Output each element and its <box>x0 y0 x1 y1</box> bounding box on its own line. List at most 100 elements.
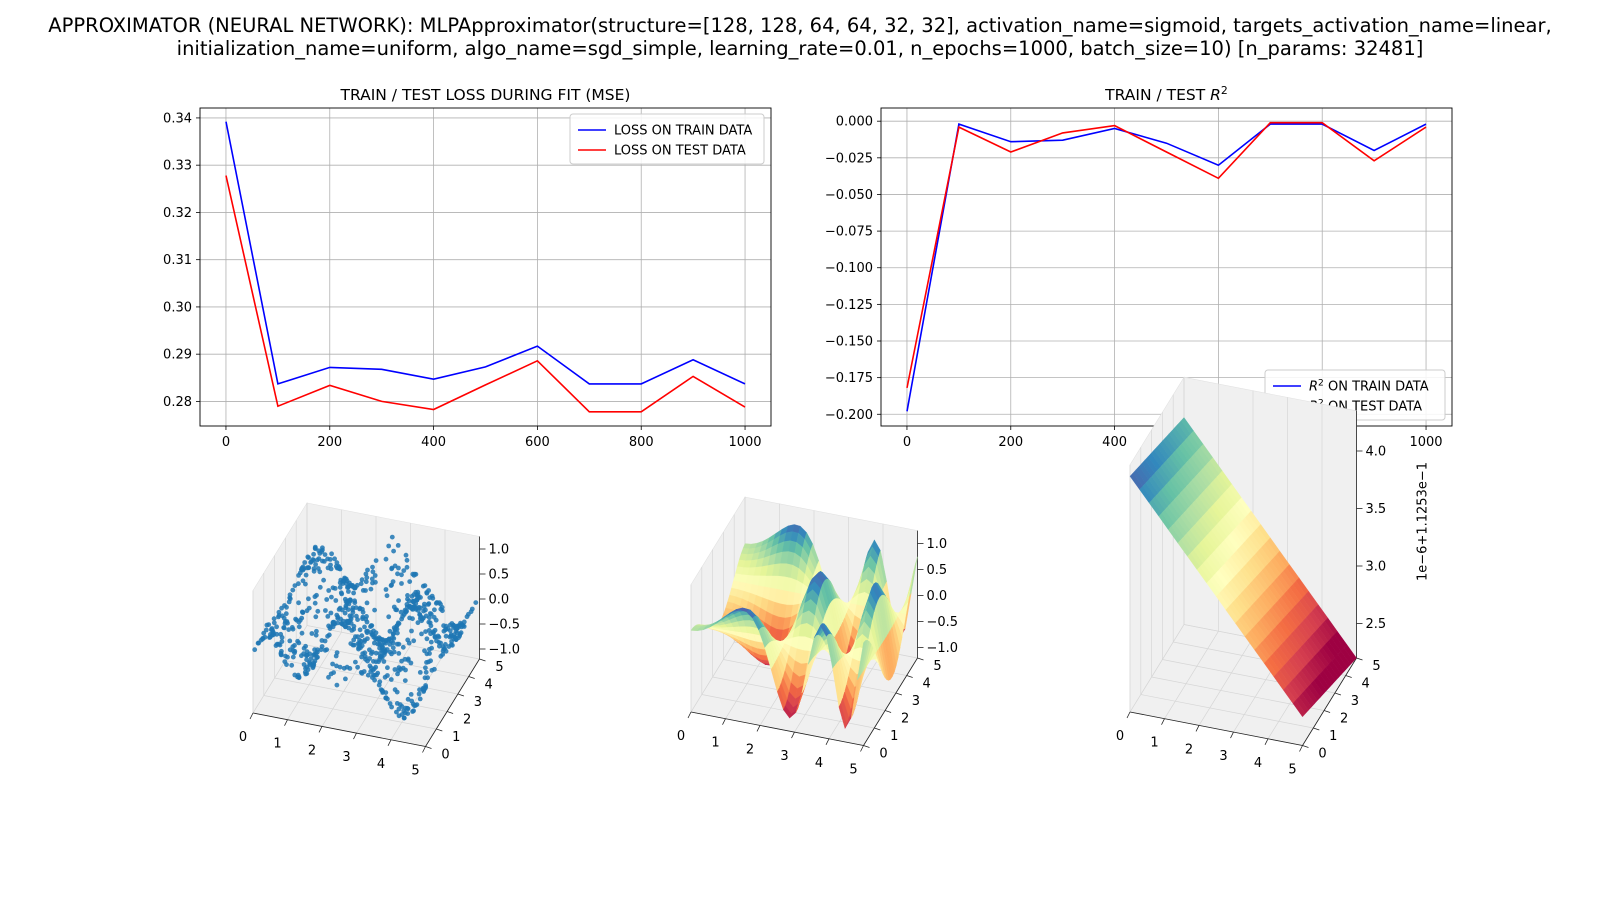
y-tick-label: 3 <box>912 694 920 709</box>
scatter-point <box>409 628 414 634</box>
scatter-point <box>404 602 410 607</box>
x-tick-label: 3 <box>780 749 788 764</box>
scatter-point <box>354 613 359 619</box>
scatter-point <box>426 619 432 625</box>
scatter-point <box>436 634 442 640</box>
scatter-point <box>420 685 426 691</box>
y-tick-label: 0 <box>879 747 887 762</box>
y-tick-label: 3 <box>1351 694 1359 709</box>
scatter-point <box>329 594 334 600</box>
scatter-point <box>274 624 279 630</box>
scatter-point <box>394 607 400 613</box>
scatter-point <box>417 687 422 693</box>
scatter-point <box>324 597 330 602</box>
scatter-point <box>389 651 394 657</box>
x-tick-label: 200 <box>317 435 342 450</box>
scatter-point <box>334 682 340 688</box>
x-tick-label: 5 <box>1288 763 1296 778</box>
axis-edge <box>425 658 480 747</box>
scatter-point <box>261 630 267 636</box>
scatter-point <box>347 666 353 671</box>
scatter-point <box>342 610 348 616</box>
scatter-point <box>473 600 479 605</box>
scatter-point <box>433 600 439 606</box>
y-tick-label: 4 <box>1362 677 1370 692</box>
scatter-point <box>312 544 318 550</box>
scatter-point <box>322 552 328 557</box>
y-tick-label: −0.150 <box>825 335 873 350</box>
scatter-point <box>385 696 390 702</box>
scatter-point <box>392 667 398 672</box>
scatter-point <box>395 671 400 677</box>
scatter-point <box>296 600 301 606</box>
scatter-point <box>376 635 382 641</box>
grid-line <box>1140 694 1314 729</box>
x-tick-label: 0 <box>239 730 247 745</box>
y-tick-label: 4 <box>923 677 931 692</box>
scatter-point <box>399 572 404 578</box>
x-tick-label: 5 <box>849 763 857 778</box>
scatter-point <box>417 605 423 611</box>
scatter-point <box>396 651 402 656</box>
series-line-2 <box>906 121 1427 389</box>
scatter-point <box>328 671 334 677</box>
scatter-point <box>352 585 357 591</box>
x-tick-label: 800 <box>629 435 654 450</box>
y-tick <box>884 710 892 713</box>
axis-edge <box>863 657 918 746</box>
scatter-point <box>349 628 355 633</box>
scatter-point <box>454 626 459 631</box>
scatter-point <box>263 627 269 633</box>
z-tick-label: −0.5 <box>927 615 959 630</box>
scatter-point <box>352 600 358 606</box>
scatter-point <box>330 661 335 667</box>
x-tick-label: 1000 <box>728 435 761 450</box>
scatter-point <box>369 576 375 582</box>
x-tick <box>1195 725 1200 732</box>
scatter-point <box>357 644 362 650</box>
line-chart-2: 020040060080010000.000−0.025−0.050−0.075… <box>825 84 1453 450</box>
scatter-point <box>312 600 318 606</box>
y-tick <box>479 658 486 662</box>
x-tick <box>825 738 830 745</box>
y-tick-label: 2 <box>901 712 909 727</box>
scatter-point <box>359 577 365 583</box>
y-tick <box>874 727 881 731</box>
scatter-point <box>286 599 292 605</box>
scatter-point <box>395 620 401 626</box>
y-tick-label: 0.33 <box>163 159 192 174</box>
scatter-point <box>399 658 404 664</box>
x-tick-label: 0 <box>1116 729 1124 744</box>
x-tick <box>791 731 795 739</box>
scatter-point <box>391 636 397 641</box>
grid-line <box>723 659 896 694</box>
scatter-point <box>399 581 404 586</box>
scatter-point <box>365 658 370 664</box>
scatter-point <box>387 628 393 634</box>
scatter-point <box>338 590 344 596</box>
scatter-point <box>428 623 434 629</box>
scatter-point <box>363 588 368 593</box>
scatter-point <box>297 570 303 576</box>
scatter-point <box>392 687 398 693</box>
scatter-point <box>255 640 261 646</box>
z-tick-label: 0.5 <box>927 563 948 578</box>
y-tick-label: 5 <box>933 659 941 674</box>
x-tick-label: 0 <box>903 435 911 450</box>
x-tick-label: 600 <box>525 435 550 450</box>
scatter-point <box>359 633 365 639</box>
scatter-point <box>350 642 356 648</box>
scatter-point <box>431 614 437 620</box>
scatter-point <box>355 634 360 640</box>
scatter-point <box>369 651 374 656</box>
scatter-point <box>368 669 374 674</box>
y-tick-label: 0 <box>441 748 449 763</box>
x-tick-label: 2 <box>1185 742 1193 757</box>
y-tick-label: 0.28 <box>163 395 192 410</box>
scatter-point <box>407 579 413 584</box>
scatter-point <box>464 614 470 620</box>
scatter-point <box>403 552 409 558</box>
